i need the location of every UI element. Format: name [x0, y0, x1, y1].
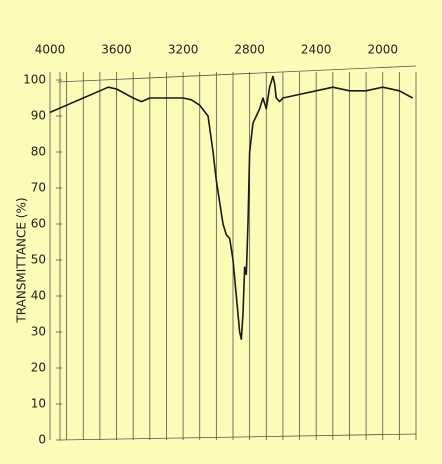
y-tick-label: 10	[31, 397, 46, 411]
axis-line	[59, 433, 417, 441]
y-tick-label: 30	[31, 325, 46, 339]
x-tick-label: 2000	[367, 43, 398, 57]
y-tick-label: 20	[31, 361, 46, 375]
y-tick-label: 40	[31, 289, 46, 303]
x-tick-label: 3200	[168, 43, 199, 57]
spectrum-line	[49, 75, 414, 340]
y-tick-label: 50	[31, 253, 46, 267]
y-tick-label: 60	[31, 217, 46, 231]
y-tick-label: 90	[31, 109, 46, 123]
y-tick-label: 70	[31, 181, 46, 195]
x-tick-label: 2800	[234, 43, 265, 57]
grid-line	[57, 65, 417, 83]
x-tick-label: 3600	[101, 43, 132, 57]
y-tick-label: 0	[38, 433, 46, 447]
y-tick-label: 80	[31, 145, 46, 159]
x-tick-label: 2400	[301, 43, 332, 57]
x-tick-label: 4000	[35, 43, 66, 57]
y-axis-label: TRANSMITTANCE (%)	[15, 197, 29, 323]
y-tick-label: 100	[23, 73, 46, 87]
